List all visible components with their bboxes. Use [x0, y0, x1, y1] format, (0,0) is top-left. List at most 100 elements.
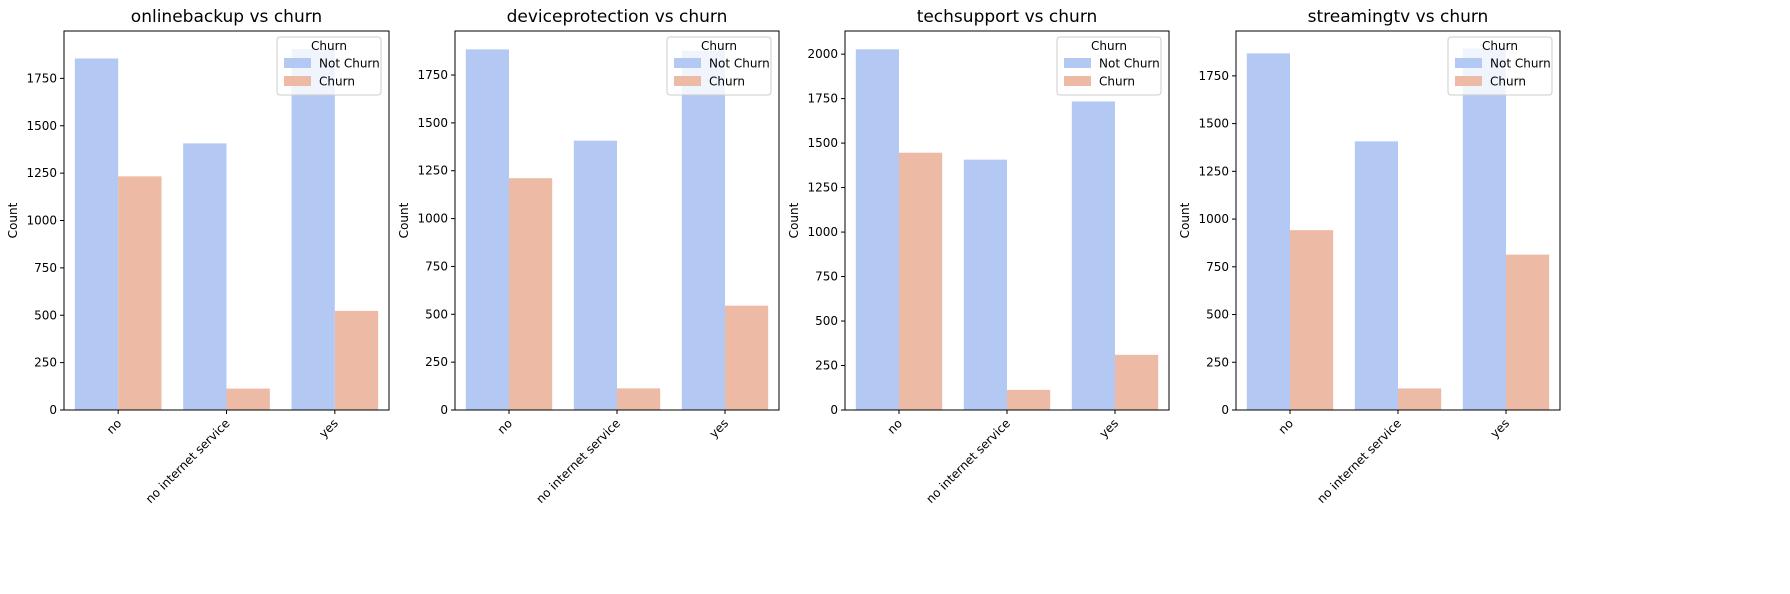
y-tick-label: 500 — [34, 308, 57, 322]
legend-label-churn: Churn — [709, 75, 745, 89]
bar-not-churn — [1354, 141, 1398, 410]
y-tick-label: 250 — [1206, 355, 1229, 369]
legend-label-not-churn: Not Churn — [319, 57, 380, 71]
x-tick-label: no internet service — [143, 416, 233, 506]
y-tick-label: 1750 — [417, 68, 448, 82]
y-tick-label: 1000 — [26, 214, 57, 228]
bar-churn — [509, 178, 553, 410]
legend-swatch-churn — [1455, 76, 1482, 86]
bar-not-churn — [183, 143, 227, 410]
chart-title: streamingtv vs churn — [1308, 7, 1489, 27]
x-tick-label: yes — [1097, 416, 1122, 441]
y-axis-label: Count — [397, 202, 411, 238]
legend: Churn Not Churn Churn — [1447, 36, 1553, 96]
y-tick-label: 750 — [34, 261, 57, 275]
legend-title: Churn — [1091, 39, 1127, 53]
chart-title: deviceprotection vs churn — [507, 7, 728, 27]
y-tick-label: 1000 — [807, 225, 838, 239]
bar-not-churn — [1071, 101, 1115, 410]
y-tick-label: 2000 — [807, 47, 838, 61]
bar-not-churn — [855, 49, 899, 410]
y-tick-label: 1500 — [807, 136, 838, 150]
y-tick-label: 1000 — [1198, 212, 1229, 226]
legend-label-churn: Churn — [1099, 75, 1135, 89]
y-tick-label: 750 — [425, 259, 448, 273]
y-tick-label: 0 — [440, 403, 448, 417]
legend-label-churn: Churn — [319, 75, 355, 89]
bar-churn — [725, 305, 769, 410]
y-tick-label: 1750 — [807, 92, 838, 106]
legend-swatch-churn — [284, 76, 311, 86]
x-tick-label: yes — [1488, 416, 1513, 441]
chart-panel-1: 0 250 500 750 1000 1250 1500 1750 no no internet … — [6, 7, 390, 506]
bar-churn — [617, 388, 661, 410]
y-tick-label: 0 — [49, 403, 57, 417]
bar-not-churn — [1462, 48, 1506, 411]
y-axis-label: Count — [787, 202, 801, 238]
y-tick-label: 1250 — [417, 164, 448, 178]
y-tick-label: 1000 — [417, 212, 448, 226]
y-tick-label: 250 — [425, 355, 448, 369]
y-tick-label: 1250 — [26, 166, 57, 180]
bar-not-churn — [465, 49, 509, 410]
legend-label-not-churn: Not Churn — [709, 57, 770, 71]
y-tick-label: 500 — [815, 314, 838, 328]
bar-not-churn — [963, 159, 1007, 410]
bar-not-churn — [291, 49, 335, 410]
legend: Churn Not Churn Churn — [276, 36, 382, 96]
y-tick-label: 1750 — [26, 71, 57, 85]
legend-swatch-not-churn — [284, 58, 311, 68]
legend-title: Churn — [311, 39, 347, 53]
legend: Churn Not Churn Churn — [1056, 36, 1162, 96]
legend-title: Churn — [701, 39, 737, 53]
bar-churn — [1007, 389, 1051, 410]
y-tick-label: 250 — [815, 359, 838, 373]
bar-churn — [1506, 254, 1550, 410]
y-tick-label: 1250 — [807, 181, 838, 195]
chart-panel-3: 0 250 500 750 1000 1250 1500 1750 2000 no no inter… — [787, 7, 1170, 506]
bar-churn — [118, 176, 162, 410]
y-tick-label: 750 — [815, 270, 838, 284]
legend-swatch-churn — [1064, 76, 1091, 86]
x-tick-label: no internet service — [533, 416, 623, 506]
x-tick-label: no internet service — [1314, 416, 1404, 506]
x-tick-label: no internet service — [923, 416, 1013, 506]
legend-label-churn: Churn — [1490, 75, 1526, 89]
y-tick-label: 500 — [1206, 308, 1229, 322]
y-tick-label: 750 — [1206, 260, 1229, 274]
bar-churn — [1115, 354, 1159, 410]
y-tick-label: 1500 — [1198, 117, 1229, 131]
chart-panel-2: 0 250 500 750 1000 1250 1500 1750 no no internet … — [397, 7, 780, 506]
x-tick-label: yes — [707, 416, 732, 441]
legend-label-not-churn: Not Churn — [1099, 57, 1160, 71]
legend-swatch-not-churn — [1455, 58, 1482, 68]
x-tick-label: no — [495, 416, 515, 436]
bar-not-churn — [681, 50, 725, 410]
bar-churn — [1398, 388, 1442, 410]
x-tick-label: no — [104, 416, 124, 436]
bar-not-churn — [573, 140, 617, 410]
legend-title: Churn — [1482, 39, 1518, 53]
legend-swatch-not-churn — [674, 58, 701, 68]
y-tick-label: 500 — [425, 307, 448, 321]
y-tick-label: 1500 — [417, 116, 448, 130]
x-tick-label: no — [1276, 416, 1296, 436]
legend: Churn Not Churn Churn — [666, 36, 772, 96]
y-tick-label: 0 — [1221, 403, 1229, 417]
x-tick-label: yes — [316, 416, 341, 441]
bar-not-churn — [74, 58, 119, 410]
chart-panel-4: 0 250 500 750 1000 1250 1500 1750 no no internet … — [1178, 7, 1561, 506]
y-tick-label: 250 — [34, 356, 57, 370]
legend-label-not-churn: Not Churn — [1490, 57, 1551, 71]
chart-title: onlinebackup vs churn — [131, 7, 322, 27]
chart-title: techsupport vs churn — [917, 7, 1098, 27]
y-tick-label: 1250 — [1198, 164, 1229, 178]
y-axis-label: Count — [1178, 202, 1192, 238]
y-tick-label: 0 — [830, 403, 838, 417]
y-tick-label: 1750 — [1198, 69, 1229, 83]
x-tick-label: no — [885, 416, 905, 436]
bar-not-churn — [1246, 53, 1290, 410]
y-tick-label: 1500 — [26, 119, 57, 133]
